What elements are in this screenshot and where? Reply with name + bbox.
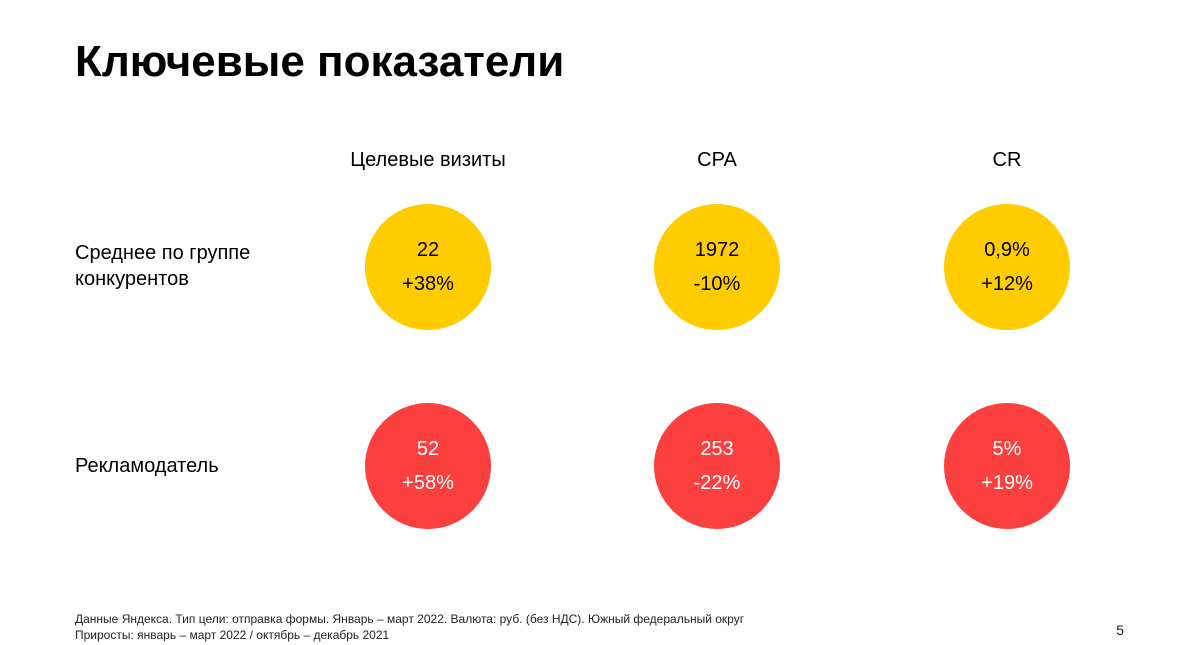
page-title: Ключевые показатели — [75, 37, 565, 86]
metric-circle-advertiser-cpa: 253 -22% — [654, 403, 780, 529]
metric-value: 0,9% — [984, 239, 1030, 261]
column-header-target-visits: Целевые визиты — [350, 149, 506, 171]
metric-circle-competitors-cpa: 1972 -10% — [654, 204, 780, 330]
footnote: Данные Яндекса. Тип цели: отправка формы… — [75, 611, 744, 643]
footnote-line-1: Данные Яндекса. Тип цели: отправка формы… — [75, 612, 745, 626]
metric-change: -22% — [693, 472, 741, 494]
metric-value: 52 — [416, 438, 440, 460]
metric-change: +19% — [981, 472, 1033, 494]
footnote-line-2: Приросты: январь – март 2022 / октябрь –… — [75, 628, 390, 642]
column-header-cpa: CPA — [697, 149, 737, 171]
row-label-competitors-line-2: конкурентов — [75, 268, 189, 290]
metric-circle-advertiser-target-visits: 52 +58% — [365, 403, 491, 529]
metric-value: 22 — [416, 239, 440, 261]
metric-value: 1972 — [694, 239, 740, 261]
metric-change: -10% — [693, 273, 741, 295]
metric-value: 5% — [992, 438, 1022, 460]
metric-change: +38% — [402, 273, 454, 295]
row-label-advertiser: Рекламодатель — [75, 453, 315, 479]
metric-circle-competitors-target-visits: 22 +38% — [365, 204, 491, 330]
metric-change: +12% — [981, 273, 1033, 295]
row-label-competitors-line-1: Среднее по группе — [75, 242, 251, 264]
metric-change: +58% — [402, 472, 454, 494]
row-label-advertiser-line-1: Рекламодатель — [75, 455, 219, 477]
metric-circle-advertiser-cr: 5% +19% — [944, 403, 1070, 529]
metric-value: 253 — [700, 438, 734, 460]
row-label-competitors: Среднее по группе конкурентов — [75, 240, 315, 292]
column-header-cr: CR — [992, 149, 1022, 171]
page-number: 5 — [1116, 622, 1124, 638]
metric-circle-competitors-cr: 0,9% +12% — [944, 204, 1070, 330]
